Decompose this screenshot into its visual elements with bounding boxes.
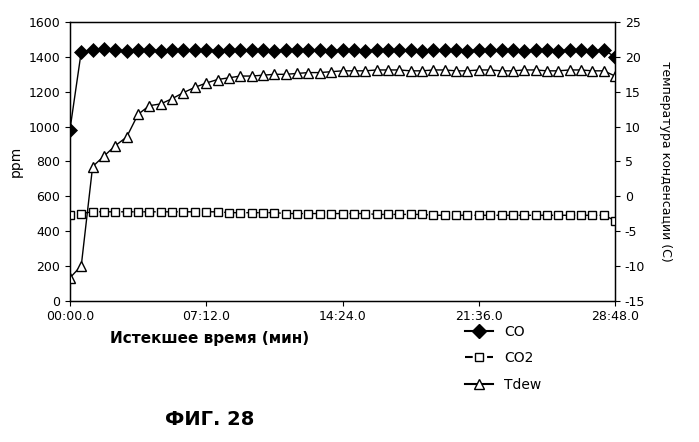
- Text: Истекшее время (мин): Истекшее время (мин): [110, 331, 309, 346]
- Y-axis label: ppm: ppm: [9, 146, 23, 177]
- Legend: CO, CO2, Tdew: CO, CO2, Tdew: [460, 319, 547, 397]
- Text: ФИГ. 28: ФИГ. 28: [165, 411, 254, 429]
- Y-axis label: температура конденсации (С): температура конденсации (С): [659, 61, 672, 262]
